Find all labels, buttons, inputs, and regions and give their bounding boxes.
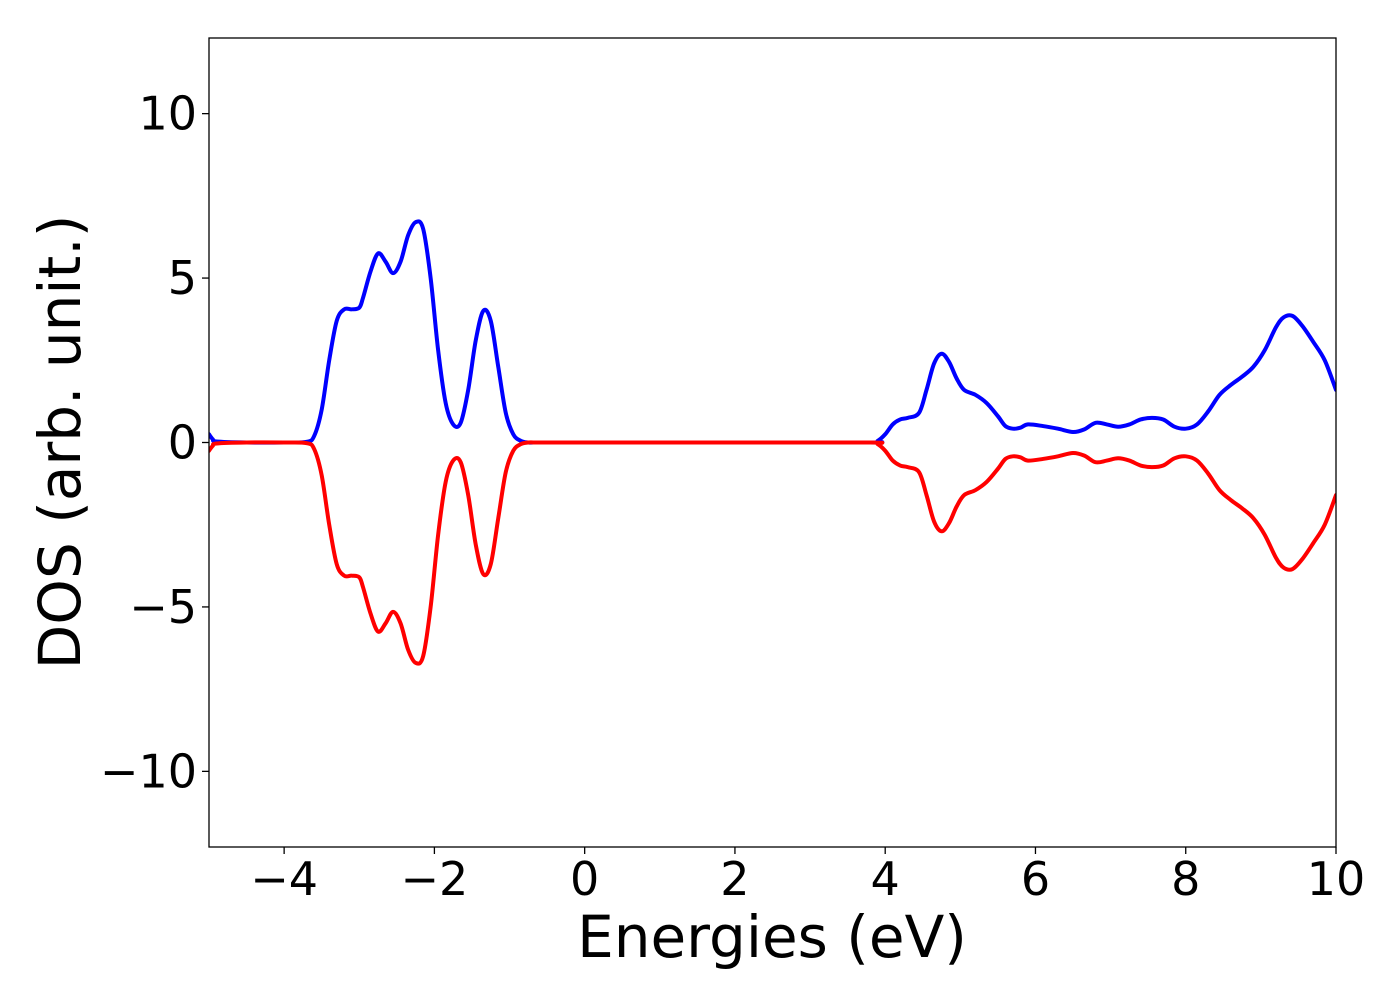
x-axis: −4 −2 0 2 4 6 8 10 — [250, 847, 1365, 906]
y-tick-label: 10 — [138, 87, 197, 141]
x-tick-label: 2 — [720, 852, 749, 906]
x-tick-label: 6 — [1021, 852, 1050, 906]
x-tick-label: −2 — [400, 852, 468, 906]
x-tick-label: 0 — [570, 852, 599, 906]
x-axis-title: Energies (eV) — [577, 903, 967, 971]
y-tick-label: 5 — [168, 251, 197, 305]
y-axis-title: DOS (arb. unit.) — [26, 215, 94, 670]
y-tick-label: 0 — [168, 416, 197, 470]
dos-spin-up-line — [209, 219, 1336, 445]
y-tick-label: −5 — [129, 580, 197, 634]
x-tick-label: 8 — [1171, 852, 1200, 906]
dos-spin-down-line — [209, 440, 1336, 666]
plot-area — [209, 219, 1336, 666]
y-axis: 10 5 0 −5 −10 — [100, 87, 209, 798]
x-tick-label: −4 — [250, 852, 318, 906]
y-tick-label: −10 — [100, 744, 197, 798]
x-tick-label: 10 — [1307, 852, 1366, 906]
x-tick-label: 4 — [871, 852, 900, 906]
